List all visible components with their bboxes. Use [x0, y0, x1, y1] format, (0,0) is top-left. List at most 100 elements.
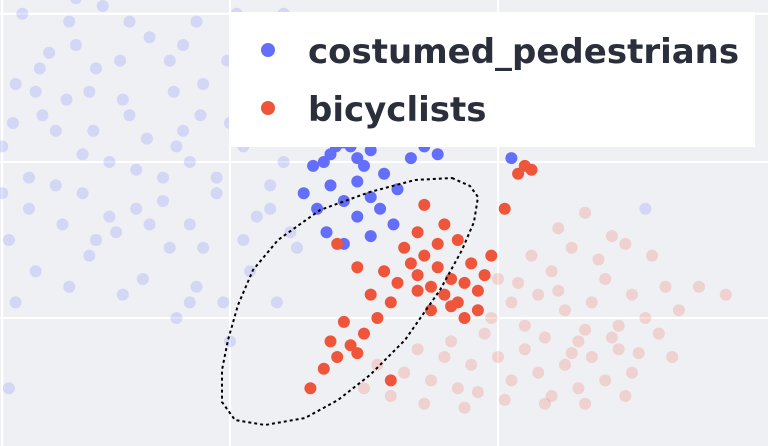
- point-costumed-pedestrians-selected[interactable]: [505, 152, 518, 165]
- point-bicyclists-unselected[interactable]: [458, 401, 471, 414]
- point-bicyclists-unselected[interactable]: [626, 366, 638, 379]
- point-bicyclists-unselected[interactable]: [418, 397, 431, 410]
- point-bicyclists-selected[interactable]: [458, 276, 471, 289]
- point-bicyclists-unselected[interactable]: [632, 347, 645, 360]
- point-costumed-pedestrians-unselected[interactable]: [96, 0, 109, 12]
- point-costumed-pedestrians-unselected[interactable]: [76, 187, 89, 200]
- point-bicyclists-selected[interactable]: [344, 339, 357, 352]
- point-costumed-pedestrians-unselected[interactable]: [6, 117, 19, 129]
- point-bicyclists-selected[interactable]: [324, 335, 337, 348]
- point-costumed-pedestrians-unselected[interactable]: [163, 54, 176, 67]
- point-costumed-pedestrians-unselected[interactable]: [33, 62, 46, 75]
- point-bicyclists-selected[interactable]: [438, 218, 451, 231]
- point-costumed-pedestrians-unselected[interactable]: [70, 0, 82, 5]
- point-bicyclists-unselected[interactable]: [592, 253, 605, 266]
- point-costumed-pedestrians-selected[interactable]: [317, 156, 330, 168]
- point-bicyclists-unselected[interactable]: [572, 382, 585, 395]
- point-costumed-pedestrians-selected[interactable]: [320, 226, 333, 239]
- point-bicyclists-unselected[interactable]: [605, 230, 618, 243]
- point-bicyclists-selected[interactable]: [404, 257, 417, 270]
- point-bicyclists-unselected[interactable]: [371, 358, 384, 371]
- point-costumed-pedestrians-unselected[interactable]: [23, 171, 35, 184]
- point-bicyclists-selected[interactable]: [431, 237, 444, 250]
- point-bicyclists-unselected[interactable]: [652, 327, 665, 340]
- point-costumed-pedestrians-unselected[interactable]: [123, 109, 136, 122]
- point-costumed-pedestrians-unselected[interactable]: [103, 156, 116, 168]
- point-costumed-pedestrians-unselected[interactable]: [29, 265, 42, 278]
- point-bicyclists-unselected[interactable]: [538, 397, 551, 410]
- point-bicyclists-unselected[interactable]: [559, 358, 571, 371]
- point-bicyclists-unselected[interactable]: [619, 390, 632, 402]
- point-bicyclists-unselected[interactable]: [505, 296, 518, 309]
- point-costumed-pedestrians-unselected[interactable]: [170, 312, 183, 324]
- point-bicyclists-selected[interactable]: [364, 288, 377, 301]
- point-costumed-pedestrians-selected[interactable]: [404, 152, 417, 165]
- point-bicyclists-unselected[interactable]: [585, 296, 598, 309]
- point-bicyclists-selected[interactable]: [384, 374, 397, 387]
- point-costumed-pedestrians-unselected[interactable]: [90, 62, 102, 75]
- point-bicyclists-unselected[interactable]: [612, 343, 625, 356]
- point-costumed-pedestrians-unselected[interactable]: [136, 273, 149, 285]
- point-costumed-pedestrians-selected[interactable]: [374, 202, 387, 215]
- point-bicyclists-unselected[interactable]: [619, 237, 632, 250]
- point-bicyclists-selected[interactable]: [304, 382, 317, 395]
- point-costumed-pedestrians-unselected[interactable]: [116, 93, 129, 106]
- point-costumed-pedestrians-unselected[interactable]: [9, 78, 22, 90]
- point-bicyclists-selected[interactable]: [471, 304, 484, 317]
- point-bicyclists-unselected[interactable]: [599, 273, 612, 285]
- legend-item-costumed-pedestrians[interactable]: costumed_pedestrians: [261, 32, 739, 72]
- point-bicyclists-selected[interactable]: [478, 269, 491, 282]
- point-costumed-pedestrians-unselected[interactable]: [224, 335, 236, 348]
- point-bicyclists-unselected[interactable]: [552, 222, 565, 235]
- point-bicyclists-unselected[interactable]: [471, 386, 484, 399]
- point-costumed-pedestrians-selected[interactable]: [311, 202, 324, 215]
- point-bicyclists-selected[interactable]: [337, 315, 350, 328]
- point-costumed-pedestrians-selected[interactable]: [351, 152, 364, 165]
- point-bicyclists-selected[interactable]: [438, 288, 451, 301]
- point-costumed-pedestrians-unselected[interactable]: [270, 296, 283, 309]
- point-costumed-pedestrians-unselected[interactable]: [157, 195, 169, 207]
- point-costumed-pedestrians-unselected[interactable]: [56, 218, 69, 231]
- point-costumed-pedestrians-unselected[interactable]: [143, 218, 156, 231]
- point-bicyclists-selected[interactable]: [331, 237, 344, 250]
- point-costumed-pedestrians-unselected[interactable]: [183, 156, 196, 168]
- point-costumed-pedestrians-unselected[interactable]: [76, 148, 89, 161]
- point-bicyclists-unselected[interactable]: [585, 351, 598, 363]
- point-bicyclists-unselected[interactable]: [498, 393, 511, 406]
- point-bicyclists-selected[interactable]: [391, 276, 404, 289]
- point-costumed-pedestrians-unselected[interactable]: [0, 187, 9, 200]
- point-bicyclists-selected[interactable]: [431, 261, 444, 274]
- point-costumed-pedestrians-unselected[interactable]: [167, 85, 180, 98]
- point-bicyclists-selected[interactable]: [465, 257, 478, 270]
- point-costumed-pedestrians-unselected[interactable]: [190, 280, 203, 293]
- point-costumed-pedestrians-unselected[interactable]: [116, 288, 129, 301]
- point-costumed-pedestrians-unselected[interactable]: [250, 210, 263, 223]
- point-costumed-pedestrians-unselected[interactable]: [237, 234, 250, 246]
- point-bicyclists-unselected[interactable]: [545, 390, 558, 402]
- point-costumed-pedestrians-selected[interactable]: [297, 187, 310, 200]
- point-costumed-pedestrians-unselected[interactable]: [49, 179, 62, 192]
- point-bicyclists-unselected[interactable]: [565, 241, 578, 254]
- point-bicyclists-unselected[interactable]: [518, 319, 531, 332]
- point-bicyclists-selected[interactable]: [425, 280, 437, 293]
- point-bicyclists-unselected[interactable]: [525, 249, 538, 262]
- point-bicyclists-unselected[interactable]: [639, 312, 652, 324]
- point-bicyclists-selected[interactable]: [445, 273, 458, 285]
- point-costumed-pedestrians-unselected[interactable]: [43, 46, 56, 59]
- point-bicyclists-unselected[interactable]: [659, 280, 672, 293]
- point-bicyclists-selected[interactable]: [451, 234, 464, 246]
- point-costumed-pedestrians-unselected[interactable]: [29, 85, 42, 98]
- point-bicyclists-selected[interactable]: [351, 347, 364, 360]
- point-costumed-pedestrians-unselected[interactable]: [140, 132, 153, 145]
- point-bicyclists-selected[interactable]: [371, 312, 384, 324]
- point-costumed-pedestrians-unselected[interactable]: [9, 296, 22, 309]
- point-costumed-pedestrians-unselected[interactable]: [183, 218, 196, 231]
- point-costumed-pedestrians-unselected[interactable]: [183, 296, 196, 309]
- point-costumed-pedestrians-selected[interactable]: [358, 159, 370, 172]
- point-costumed-pedestrians-unselected[interactable]: [87, 124, 100, 137]
- lasso-selection[interactable]: [221, 176, 480, 427]
- point-bicyclists-selected[interactable]: [458, 312, 471, 324]
- point-costumed-pedestrians-unselected[interactable]: [163, 241, 176, 254]
- point-bicyclists-selected[interactable]: [471, 284, 484, 297]
